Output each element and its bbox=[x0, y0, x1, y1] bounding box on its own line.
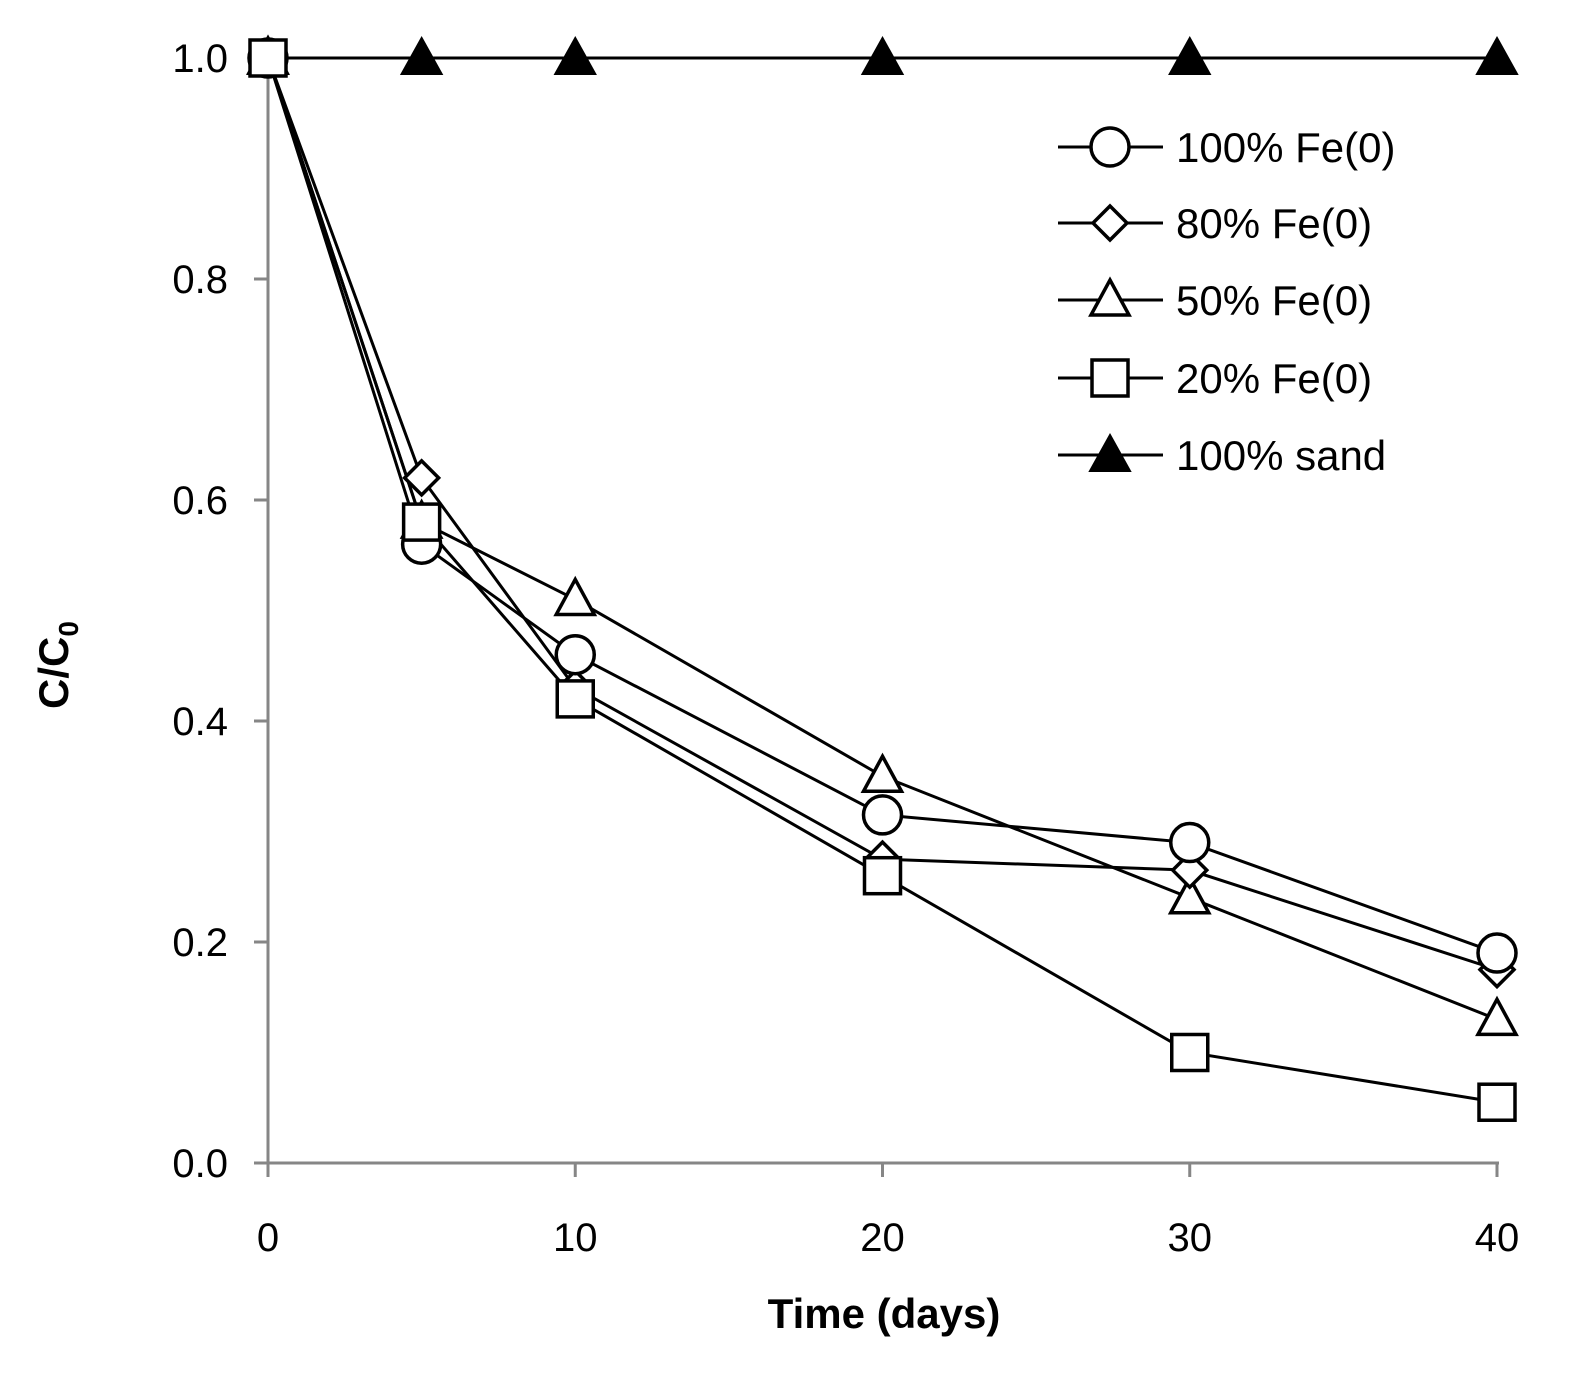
series-line-group-3 bbox=[266, 57, 1498, 1104]
data-point bbox=[1168, 35, 1212, 75]
y-tick-label: 0.0 bbox=[172, 1142, 228, 1186]
data-point bbox=[553, 575, 598, 617]
data-point bbox=[554, 633, 596, 676]
series-line bbox=[266, 57, 1498, 1104]
data-point bbox=[1475, 35, 1519, 75]
y-tick-label: 0.6 bbox=[172, 479, 228, 523]
series-line-group-1 bbox=[266, 57, 1498, 972]
data-point bbox=[860, 752, 905, 793]
legend-marker bbox=[1088, 276, 1132, 317]
series-line bbox=[266, 57, 1498, 955]
series-markers-group-4 bbox=[246, 35, 1519, 75]
data-point bbox=[1167, 874, 1212, 915]
data-point bbox=[861, 794, 904, 836]
legend-marker bbox=[1089, 126, 1131, 168]
y-tick-label: 0.4 bbox=[172, 700, 228, 744]
legend: 100% Fe(0) 80% Fe(0) 50% Fe(0) 20% Fe(0) 100… bbox=[1058, 124, 1395, 479]
y-tick-label: 0.2 bbox=[172, 921, 228, 965]
data-point bbox=[1476, 932, 1518, 974]
legend-entry: 20% Fe(0) bbox=[1058, 355, 1372, 402]
y-axis-title: C/C0 bbox=[30, 621, 84, 709]
legend-marker bbox=[1088, 432, 1132, 472]
data-point bbox=[860, 35, 905, 75]
series-line-group-0 bbox=[266, 57, 1498, 955]
data-point bbox=[862, 855, 903, 896]
legend-entry: 100% Fe(0) bbox=[1058, 124, 1395, 171]
x-tick-label: 30 bbox=[1168, 1216, 1213, 1260]
y-tick-label: 0.8 bbox=[172, 258, 228, 302]
series-line bbox=[266, 57, 1498, 972]
legend-label: 50% Fe(0) bbox=[1176, 277, 1372, 324]
legend-entry: 80% Fe(0) bbox=[1058, 200, 1372, 247]
legend-marker bbox=[1090, 203, 1130, 243]
data-point bbox=[1475, 995, 1519, 1037]
data-point bbox=[1170, 850, 1210, 890]
legend-entry: 100% sand bbox=[1058, 432, 1386, 479]
legend-label: 20% Fe(0) bbox=[1176, 355, 1372, 402]
series-markers-group-3 bbox=[248, 38, 1517, 1122]
data-point bbox=[401, 502, 442, 542]
data-point bbox=[399, 35, 444, 75]
x-tick-label: 0 bbox=[257, 1216, 279, 1260]
legend-label: 80% Fe(0) bbox=[1176, 200, 1372, 247]
data-point bbox=[553, 35, 597, 75]
data-point bbox=[1477, 1082, 1517, 1122]
data-point bbox=[555, 679, 595, 719]
y-axis-title-main: C/C bbox=[30, 637, 77, 709]
x-tick-label: 40 bbox=[1475, 1216, 1520, 1260]
x-axis-title: Time (days) bbox=[768, 1290, 1001, 1337]
y-axis-title-subscript: 0 bbox=[53, 621, 84, 637]
y-tick-label: 1.0 bbox=[172, 37, 228, 81]
x-tick-label: 20 bbox=[860, 1216, 905, 1260]
series-layer bbox=[246, 34, 1519, 1122]
x-tick-label: 10 bbox=[553, 1216, 598, 1260]
data-point bbox=[248, 38, 288, 78]
legend-marker bbox=[1090, 358, 1130, 398]
data-point bbox=[1170, 1032, 1210, 1073]
legend-label: 100% Fe(0) bbox=[1176, 124, 1395, 171]
data-point bbox=[402, 458, 442, 498]
legend-entry: 50% Fe(0) bbox=[1058, 276, 1372, 324]
data-point bbox=[1169, 821, 1211, 864]
legend-label: 100% sand bbox=[1176, 432, 1386, 479]
